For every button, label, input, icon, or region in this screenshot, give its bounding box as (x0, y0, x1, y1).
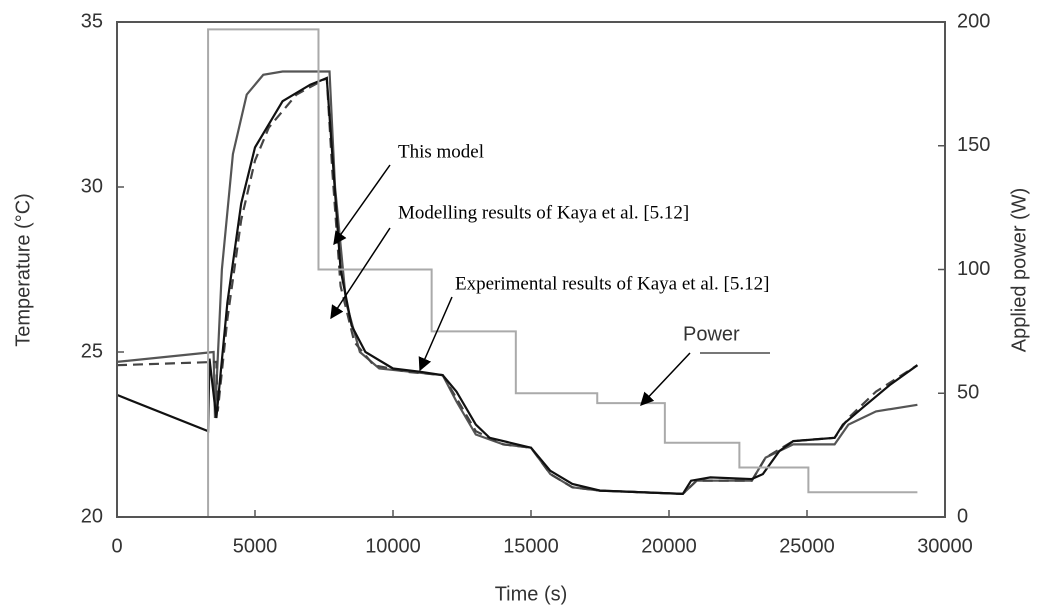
y2-tick-label: 100 (957, 258, 990, 280)
y-tick-label: 25 (81, 340, 103, 362)
annotation: Experimental results of Kaya et al. [5.1… (455, 273, 769, 294)
y-axis-label: Temperature (°C) (12, 193, 34, 347)
plot-area (116, 28, 919, 518)
x-tick-label: 10000 (365, 535, 421, 557)
series-line (116, 76, 918, 496)
arrow (330, 227, 391, 320)
x-tick-label: 25000 (779, 535, 835, 557)
x-tick-label: 30000 (917, 535, 973, 557)
x-tick-label: 15000 (503, 535, 559, 557)
arrow (640, 352, 691, 406)
y2-tick-label: 50 (957, 382, 979, 404)
x-axis-label: Time (s) (495, 583, 568, 605)
x-tick-label: 20000 (641, 535, 697, 557)
annotation: Modelling results of Kaya et al. [5.12] (398, 202, 689, 223)
annotation: This model (398, 141, 484, 162)
y2-tick-label: 200 (957, 10, 990, 32)
arrow (418, 296, 453, 372)
y2-tick-label: 150 (957, 134, 990, 156)
x-tick-label: 5000 (233, 535, 278, 557)
y-tick-label: 20 (81, 505, 103, 527)
annotation: Power (683, 323, 740, 345)
series-line (116, 76, 919, 496)
series-line (117, 28, 918, 518)
arrow (333, 164, 391, 246)
y-tick-label: 30 (81, 175, 103, 197)
plot-frame (116, 21, 946, 518)
y-tick-label: 35 (81, 10, 103, 32)
y2-axis-label: Applied power (W) (1008, 188, 1030, 353)
y2-tick-label: 0 (957, 505, 968, 527)
x-tick-label: 0 (111, 535, 122, 557)
